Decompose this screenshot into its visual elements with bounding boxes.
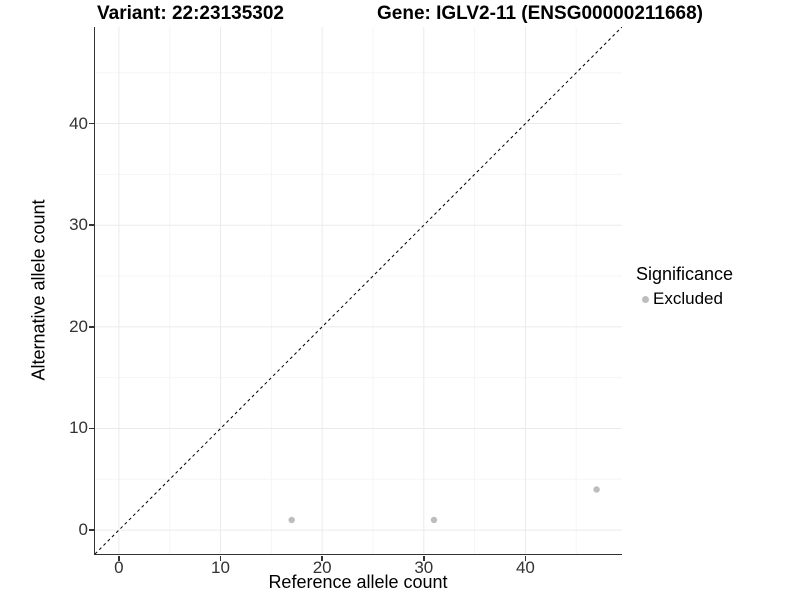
x-tick-label: 20 bbox=[312, 558, 332, 577]
data-point bbox=[592, 486, 600, 493]
legend-item-excluded: Excluded bbox=[636, 289, 733, 309]
x-axis-title: Reference allele count bbox=[268, 572, 448, 592]
y-tick-label: 20 bbox=[69, 316, 88, 336]
y-tick-label: 40 bbox=[69, 113, 88, 133]
variant-title: Variant: 22:23135302 bbox=[97, 3, 284, 24]
x-tick-mark bbox=[219, 555, 222, 561]
gene-title: Gene: IGLV2-11 (ENSG00000211668) bbox=[377, 3, 703, 24]
x-tick-label: 40 bbox=[515, 558, 535, 577]
x-tick-label: 0 bbox=[114, 558, 124, 577]
legend-key-dot-icon bbox=[642, 295, 649, 303]
data-point bbox=[430, 516, 437, 524]
x-tick-mark bbox=[423, 555, 425, 561]
y-tick-mark bbox=[88, 224, 94, 226]
plot-panel bbox=[93, 27, 622, 555]
y-tick-mark bbox=[88, 427, 94, 430]
data-point bbox=[287, 516, 295, 524]
x-tick-mark bbox=[118, 555, 120, 561]
x-tick-mark bbox=[321, 555, 323, 561]
legend-title: Significance bbox=[636, 264, 734, 284]
y-tick-mark bbox=[88, 529, 94, 531]
x-tick-mark bbox=[524, 555, 527, 561]
identity-line bbox=[94, 27, 622, 554]
y-tick-label: 0 bbox=[78, 520, 88, 540]
legend: Significance Excluded bbox=[636, 264, 733, 309]
y-tick-mark bbox=[88, 326, 94, 328]
y-tick-mark bbox=[88, 122, 94, 125]
x-tick-label: 10 bbox=[211, 558, 230, 577]
y-tick-label: 30 bbox=[69, 215, 88, 235]
plot-canvas bbox=[94, 27, 622, 554]
x-tick-label: 30 bbox=[414, 558, 434, 577]
legend-item-label: Excluded bbox=[653, 289, 723, 308]
y-tick-label: 10 bbox=[69, 418, 88, 438]
